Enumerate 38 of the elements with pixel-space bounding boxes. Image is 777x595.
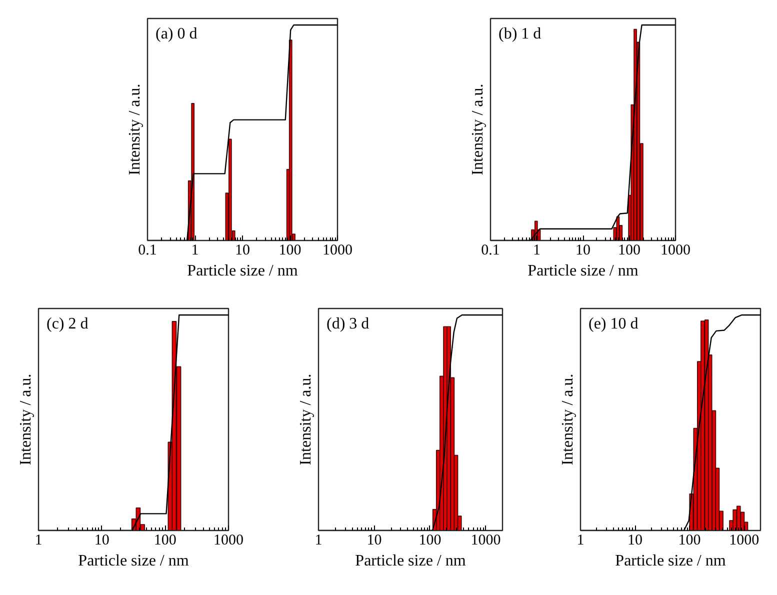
x-tick-label: 100 <box>418 532 442 548</box>
x-tick-label: 10 <box>94 532 110 548</box>
x-tick-label: 1000 <box>729 532 760 548</box>
x-axis-title: Particle size / nm <box>78 552 190 570</box>
x-tick-label: 1 <box>34 532 42 548</box>
x-tick-label: 1000 <box>214 532 244 548</box>
x-tick-label: 1 <box>191 242 199 258</box>
chart-title: (d) 3 d <box>326 316 370 332</box>
x-tick-label: 0.1 <box>138 242 157 258</box>
x-tick-label: 1000 <box>322 242 352 258</box>
x-tick-label: 1 <box>533 242 540 258</box>
x-tick-label: 10 <box>366 532 382 548</box>
x-axis-title: Particle size / nm <box>355 552 466 570</box>
x-tick-label: 100 <box>154 532 176 548</box>
x-tick-label: 10 <box>576 242 590 258</box>
chart-title: (e) 10 d <box>588 316 638 332</box>
y-axis-title: Intensity / a.u. <box>470 84 486 176</box>
x-tick-label: 10 <box>628 532 643 548</box>
x-tick-label: 100 <box>678 532 701 548</box>
x-axis-title: Particle size / nm <box>187 262 298 280</box>
x-tick-label: 1 <box>576 532 584 548</box>
y-axis-title: Intensity / a.u. <box>126 84 144 176</box>
y-axis-title: Intensity / a.u. <box>560 374 576 466</box>
x-axis-title: Particle size / nm <box>615 552 726 570</box>
y-axis-title: Intensity / a.u. <box>298 374 314 466</box>
x-tick-label: 1 <box>314 532 322 548</box>
x-tick-label: 10 <box>235 242 250 258</box>
x-tick-label: 1000 <box>470 532 501 548</box>
y-axis-title: Intensity / a.u. <box>18 374 34 466</box>
chart-title: (a) 0 d <box>156 26 198 42</box>
x-tick-label: 1000 <box>660 242 690 258</box>
chart-title: (c) 2 d <box>46 316 88 332</box>
x-tick-label: 0.1 <box>481 242 500 258</box>
x-axis-title: Particle size / nm <box>528 262 639 280</box>
chart-title: (b) 1 d <box>498 26 542 42</box>
bar <box>736 506 741 530</box>
x-tick-label: 100 <box>618 242 640 258</box>
x-tick-label: 100 <box>278 242 302 258</box>
